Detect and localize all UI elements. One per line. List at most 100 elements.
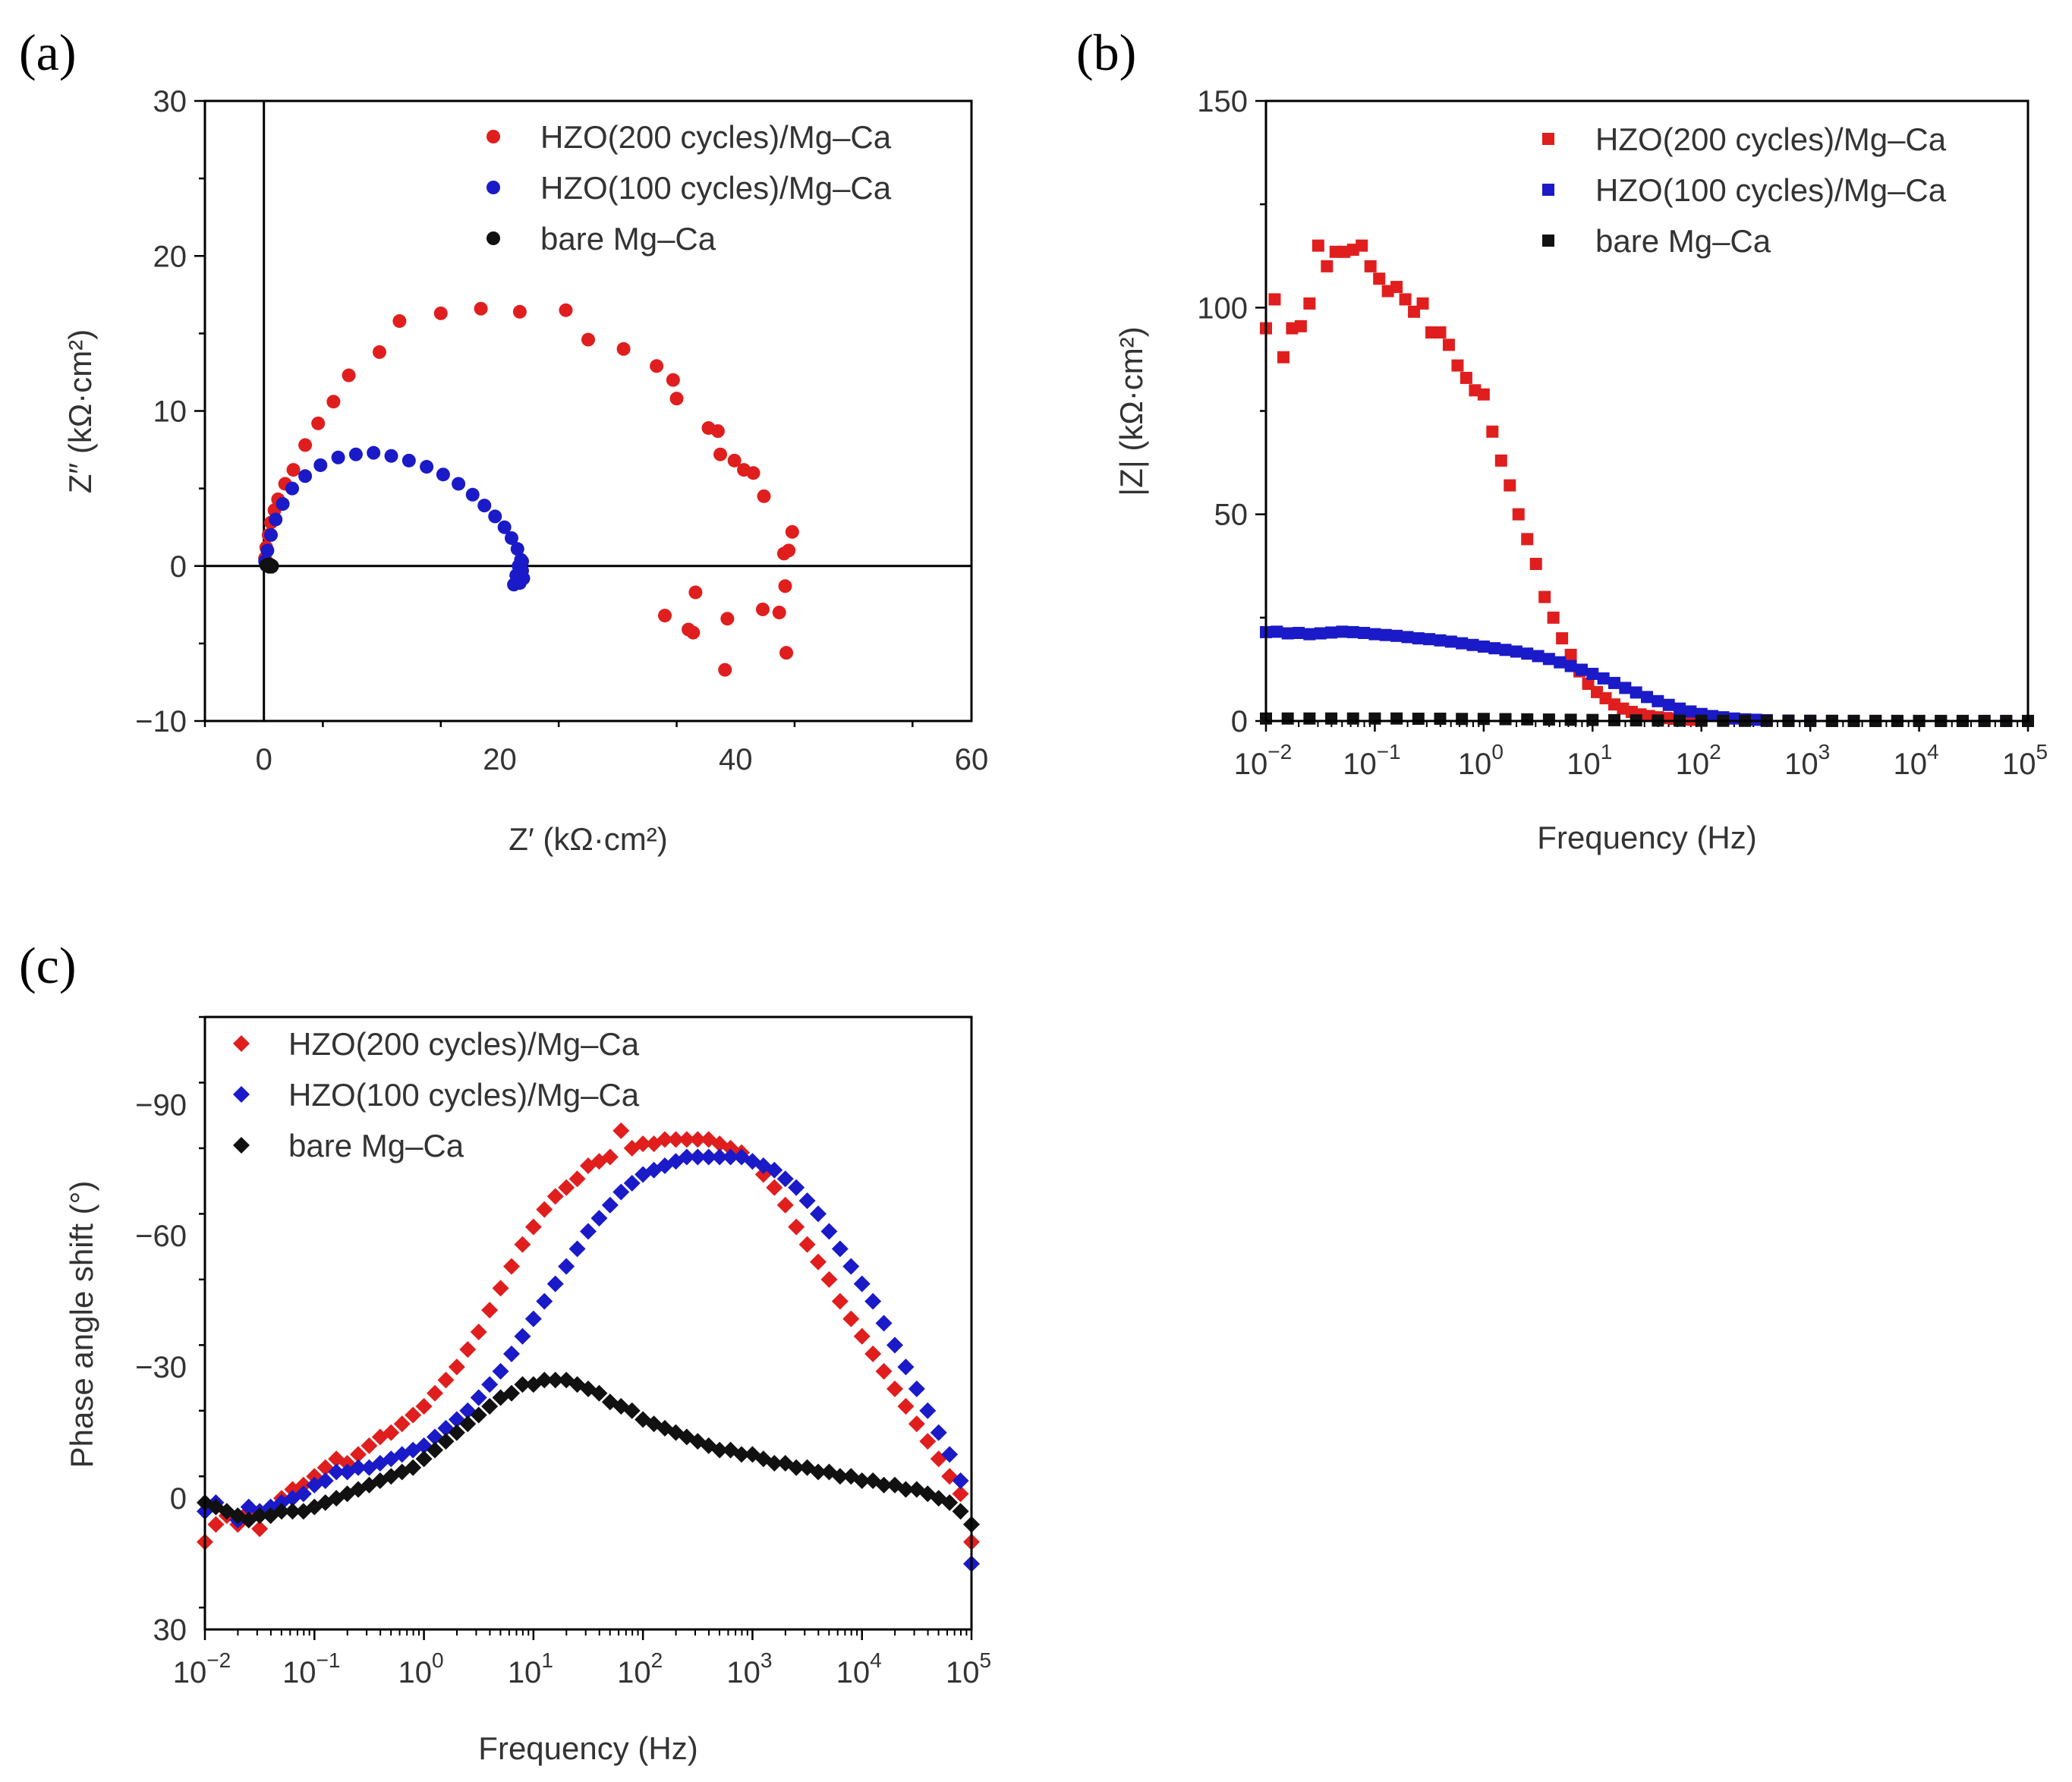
x-tick-label: 10−1: [282, 1648, 340, 1689]
x-tick-label: 104: [836, 1648, 882, 1689]
x-tick-label: 100: [1458, 740, 1504, 781]
panel-b-legend: HZO(200 cycles)/Mg–Ca HZO(100 cycles)/Mg–…: [1542, 121, 1947, 259]
data-point: [503, 1258, 520, 1275]
data-point: [875, 1362, 893, 1380]
legend-marker: [487, 181, 500, 194]
x-tick-exponent: −1: [1377, 740, 1401, 763]
data-point: [1434, 634, 1447, 647]
data-point: [1423, 633, 1436, 646]
legend-marker: [233, 1137, 250, 1154]
x-tick-label: 60: [955, 743, 989, 776]
y-tick-label: 20: [153, 240, 187, 273]
data-point: [831, 1240, 849, 1258]
data-point: [1477, 713, 1490, 726]
data-point: [1294, 320, 1307, 332]
data-point: [477, 499, 492, 513]
data-point: [776, 546, 791, 561]
data-point: [820, 1270, 838, 1288]
x-tick-exponent: 4: [1927, 740, 1939, 763]
data-point: [1554, 656, 1567, 669]
data-point: [481, 1376, 499, 1393]
data-point: [798, 1236, 816, 1253]
data-point: [1444, 635, 1457, 648]
x-tick-exponent: 5: [979, 1648, 991, 1672]
data-point: [601, 1196, 619, 1214]
data-point: [1466, 638, 1479, 651]
x-tick-label: 10−2: [173, 1648, 231, 1689]
data-point: [546, 1275, 564, 1292]
data-point: [514, 1327, 531, 1345]
data-point: [941, 1494, 959, 1511]
legend-marker: [487, 130, 500, 143]
data-point: [427, 1384, 443, 1402]
data-point: [733, 1446, 750, 1463]
data-point: [401, 453, 416, 468]
data-point: [1412, 713, 1425, 726]
data-point: [285, 481, 299, 496]
data-point: [713, 447, 728, 461]
data-point: [437, 1433, 455, 1450]
panel-b-letter: (b): [1076, 24, 1136, 81]
data-point: [524, 1310, 542, 1327]
x-tick-exponent: 1: [541, 1648, 553, 1672]
data-point: [470, 1389, 487, 1406]
data-point: [941, 1446, 959, 1463]
data-point: [776, 1170, 794, 1188]
series-hzo-200-cycles-mg-ca: [1260, 239, 2034, 727]
legend-marker: [487, 231, 500, 245]
panel-b-points: [1260, 239, 2034, 727]
data-point: [689, 1148, 707, 1166]
data-point: [269, 512, 283, 527]
data-point: [546, 1371, 564, 1389]
data-point: [1336, 625, 1349, 638]
y-tick-label: −10: [135, 705, 187, 738]
data-point: [1510, 645, 1523, 658]
x-tick-exponent: 3: [760, 1648, 773, 1672]
x-tick-label: 100: [398, 1648, 444, 1689]
data-point: [251, 1520, 269, 1538]
legend-entry-bare-mg-ca: bare Mg–Ca: [487, 221, 716, 257]
data-point: [766, 1179, 783, 1196]
data-point: [448, 1424, 465, 1441]
data-point: [666, 373, 680, 387]
data-point: [348, 447, 363, 461]
data-point: [746, 466, 760, 480]
y-tick-label: 0: [170, 1482, 187, 1516]
data-point: [1416, 297, 1429, 310]
x-tick-label: 101: [1567, 740, 1612, 781]
data-point: [1706, 710, 1719, 723]
data-point: [810, 1253, 827, 1270]
data-point: [810, 1205, 827, 1223]
data-point: [474, 301, 488, 316]
data-point: [616, 342, 631, 356]
data-point: [510, 542, 524, 556]
data-point: [384, 449, 398, 463]
x-tick-label: 101: [508, 1648, 553, 1689]
data-point: [1368, 712, 1381, 725]
data-point: [383, 1424, 400, 1441]
data-point: [864, 1292, 882, 1310]
data-point: [392, 314, 407, 329]
data-point: [1532, 650, 1545, 663]
data-point: [678, 1131, 695, 1148]
data-point: [623, 1175, 641, 1192]
data-point: [515, 554, 529, 568]
data-point: [1586, 667, 1599, 680]
data-point: [1399, 293, 1412, 306]
data-point: [558, 1179, 575, 1196]
data-point: [497, 520, 512, 534]
x-tick-exponent: −2: [1267, 740, 1292, 763]
data-point: [1494, 454, 1507, 467]
x-tick-label: 0: [256, 743, 272, 776]
panel-a-points: [258, 301, 799, 677]
x-tick-label: 104: [1894, 740, 1939, 781]
legend-marker: [233, 1086, 250, 1103]
data-point: [492, 1362, 509, 1380]
legend-label: bare Mg–Ca: [288, 1128, 464, 1163]
data-point: [788, 1459, 805, 1476]
data-point: [1512, 508, 1525, 521]
data-point: [372, 345, 386, 359]
data-point: [727, 453, 742, 468]
series-bare-mg-ca: [259, 557, 279, 574]
